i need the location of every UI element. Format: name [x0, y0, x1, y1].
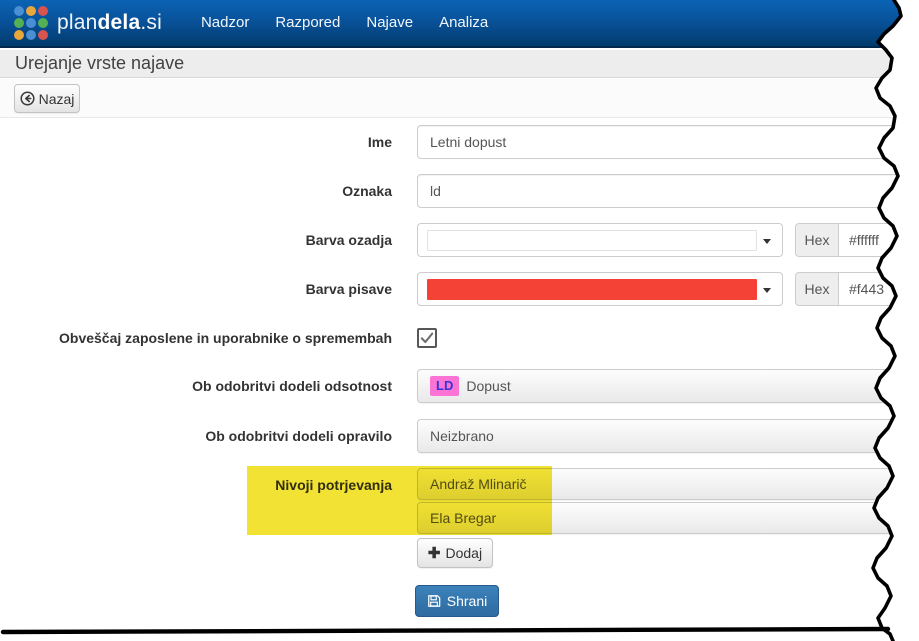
font-hex-input[interactable]: [838, 272, 911, 306]
back-button-label: Nazaj: [38, 90, 75, 107]
toolbar: Nazaj: [0, 79, 919, 118]
font-color-dropdown[interactable]: [417, 272, 783, 306]
absence-type-badge: LD: [430, 376, 460, 396]
hex-addon-label: Hex: [795, 272, 839, 306]
page-header: Urejanje vrste najave: [0, 50, 919, 78]
ime-input[interactable]: [417, 125, 911, 159]
caret-down-icon: [763, 288, 771, 293]
absence-select-value: Dopust: [466, 378, 511, 394]
barva-ozadja-label: Barva ozadja: [305, 232, 392, 248]
main-nav: Nadzor Razpored Najave Analiza: [188, 0, 501, 46]
top-navbar: plandela.si Nadzor Razpored Najave Anali…: [0, 0, 919, 48]
background-color-dropdown[interactable]: [417, 223, 783, 257]
background-color-swatch: [427, 230, 757, 251]
obvescaj-label: Obveščaj zaposlene in uporabnike o sprem…: [59, 330, 392, 346]
background-hex-input[interactable]: [838, 223, 911, 257]
plus-icon: ✚: [427, 544, 441, 562]
ime-label: Ime: [367, 134, 392, 150]
brand-logo[interactable]: plandela.si: [14, 6, 162, 40]
checkmark-icon: [420, 332, 434, 344]
add-level-button-label: Dodaj: [445, 545, 483, 561]
approval-level-select-1[interactable]: Andraž Mlinarič: [417, 468, 909, 500]
notify-checkbox[interactable]: [417, 328, 437, 348]
nav-item-nadzor[interactable]: Nadzor: [200, 14, 250, 31]
save-button[interactable]: Shrani: [415, 585, 499, 617]
add-level-button[interactable]: ✚ Dodaj: [417, 538, 493, 568]
oznaka-input[interactable]: [417, 174, 911, 208]
absence-select[interactable]: LD Dopust: [417, 369, 909, 403]
task-select-value: Neizbrano: [430, 428, 494, 444]
nav-item-razpored[interactable]: Razpored: [275, 14, 341, 31]
approval-level-1-value: Andraž Mlinarič: [430, 476, 527, 492]
brand-name: plandela.si: [57, 11, 162, 34]
oznaka-label: Oznaka: [342, 183, 392, 199]
nav-item-najave[interactable]: Najave: [366, 14, 414, 31]
hex-addon-label: Hex: [795, 223, 839, 257]
task-select[interactable]: Neizbrano: [417, 419, 909, 453]
opravilo-label: Ob odobritvi dodeli opravilo: [205, 428, 392, 444]
arrow-left-circle-icon: [20, 91, 35, 106]
font-color-swatch: [427, 279, 757, 300]
save-floppy-icon: [427, 595, 441, 607]
barva-pisave-label: Barva pisave: [305, 281, 392, 297]
nivoji-label: Nivoji potrjevanja: [275, 477, 392, 493]
caret-down-icon: [763, 239, 771, 244]
back-button[interactable]: Nazaj: [14, 84, 80, 113]
nav-item-analiza[interactable]: Analiza: [439, 14, 489, 31]
approval-level-select-2[interactable]: Ela Bregar: [417, 502, 909, 534]
save-button-label: Shrani: [446, 593, 488, 609]
approval-level-2-value: Ela Bregar: [430, 510, 497, 526]
page-title: Urejanje vrste najave: [15, 53, 185, 73]
odsotnost-label: Ob odobritvi dodeli odsotnost: [192, 378, 392, 394]
plandela-dots-logo-icon: [14, 6, 48, 40]
